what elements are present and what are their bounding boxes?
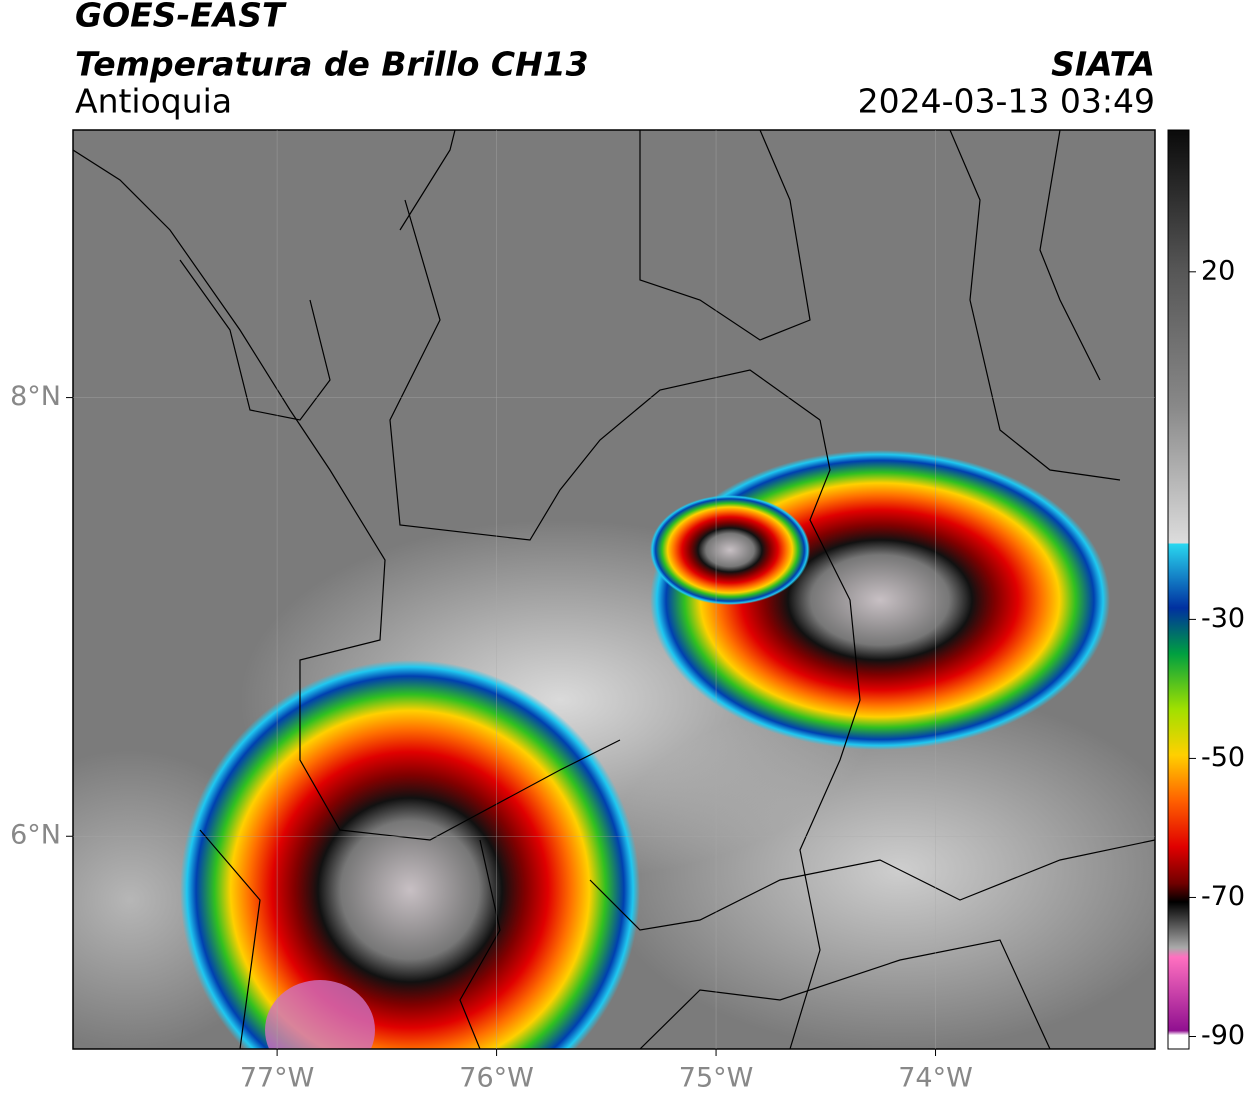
map-frame <box>72 129 1156 1050</box>
colorbar-tick-label: -30 <box>1201 603 1245 634</box>
x-tick-label: 75°W <box>679 1063 754 1094</box>
source: SIATA <box>1051 45 1155 84</box>
colorbar-tick-label: -90 <box>1201 1020 1245 1051</box>
colorbar <box>1167 129 1190 1050</box>
x-tick-label: 76°W <box>459 1063 534 1094</box>
colorbar-tick-label: -70 <box>1201 881 1245 912</box>
satellite: GOES-EAST <box>75 0 287 35</box>
x-tick-label: 77°W <box>240 1063 315 1094</box>
x-tick-label: 74°W <box>898 1063 973 1094</box>
y-tick-label: 6°N <box>10 820 61 851</box>
title: Temperatura de Brillo CH13 <box>75 45 589 84</box>
datetime: 2024-03-13 03:49 <box>858 82 1155 121</box>
y-tick-label: 8°N <box>10 381 61 412</box>
colorbar-tick-label: 20 <box>1201 255 1235 286</box>
map-image <box>73 130 1155 1049</box>
colorbar-tick-label: -50 <box>1201 742 1245 773</box>
region: Antioquia <box>75 82 232 121</box>
